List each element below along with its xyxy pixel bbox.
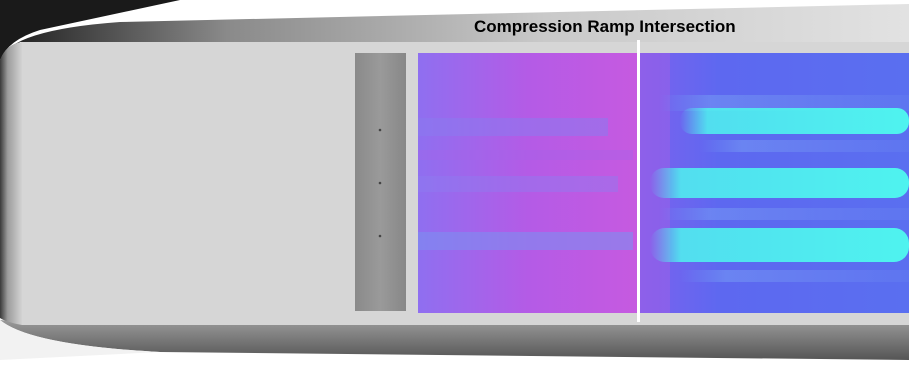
pressure-tap	[378, 234, 382, 238]
heating-streak	[650, 168, 909, 198]
heating-streak	[680, 108, 909, 134]
heating-streak	[650, 228, 909, 262]
pressure-tap	[378, 128, 382, 132]
model-bottom-surface	[0, 320, 909, 360]
pressure-tap	[378, 181, 382, 185]
intersection-label: Compression Ramp Intersection	[474, 17, 736, 36]
model-top-surface	[0, 4, 909, 60]
model-nose	[0, 42, 22, 325]
heat-map-upstream	[418, 53, 638, 313]
intersection-line	[637, 40, 640, 322]
